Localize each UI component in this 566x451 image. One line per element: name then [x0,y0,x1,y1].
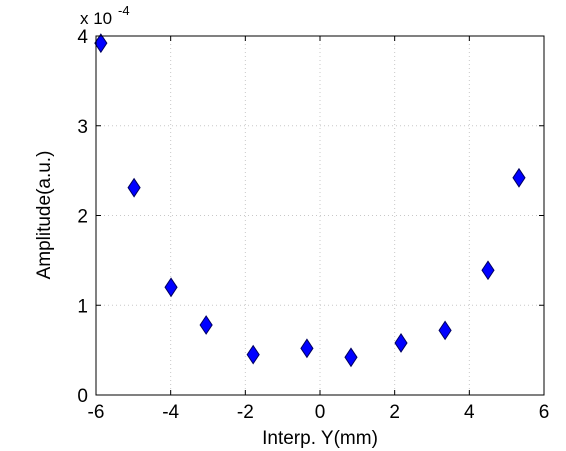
point [164,277,178,298]
x-tick-label: 6 [539,402,550,423]
y-tick-label: 4 [77,27,88,48]
point [127,177,141,198]
y-multiplier-exponent: -4 [118,3,130,18]
x-tick-label: 2 [389,402,400,423]
point [94,33,108,54]
y-tick-label: 0 [77,386,88,407]
point [394,333,408,353]
point [199,315,213,335]
x-axis-label: Interp. Y(mm) [262,428,378,449]
point [512,167,526,188]
point [438,320,452,341]
y-multiplier: x 10 [80,9,112,28]
x-tick-label: 4 [464,402,475,423]
point [344,347,358,368]
point [300,338,314,359]
y-tick-label: 1 [77,296,88,317]
x-tick-label: -2 [237,402,254,423]
x-tick-label: 0 [315,402,326,423]
x-tick-label: -4 [162,402,179,423]
x-tick-label: -6 [88,402,105,423]
y-axis-label: Amplitude(a.u.) [34,151,55,280]
point [481,260,495,281]
point [246,344,260,365]
y-tick-label: 3 [77,117,88,138]
y-tick-label: 2 [77,207,88,228]
